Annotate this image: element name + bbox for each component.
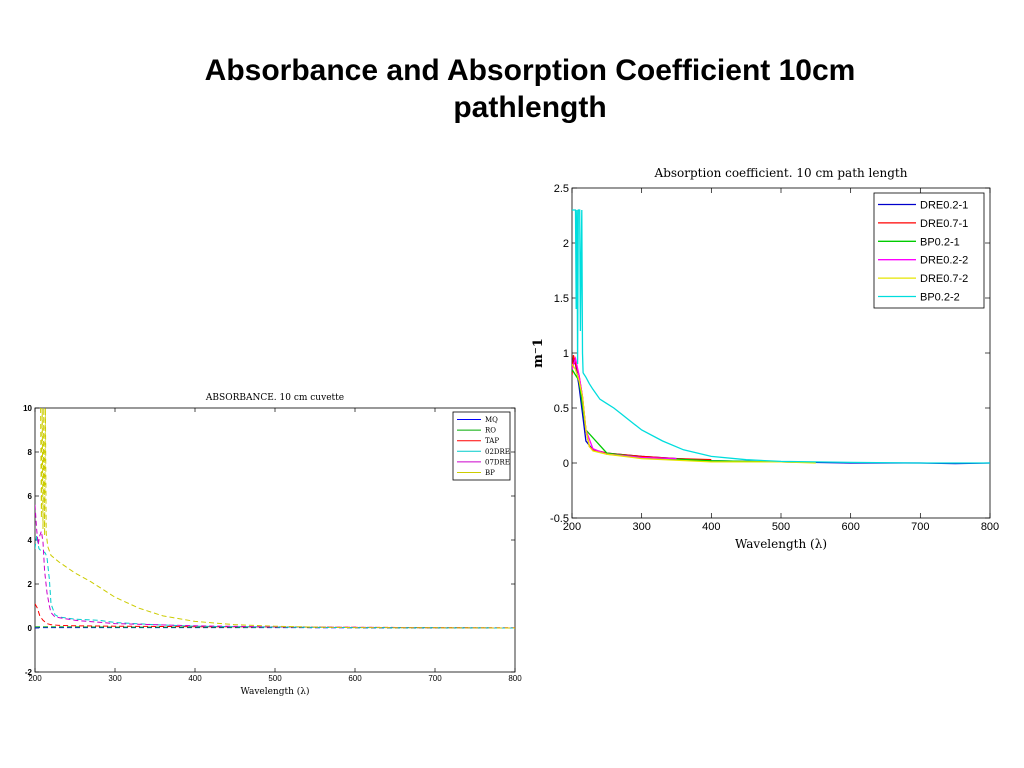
x-tick-label: 700 [911,521,929,533]
y-tick-label: -2 [25,668,33,677]
legend-entry: TAP [485,437,499,445]
x-tick-label: 800 [981,521,999,533]
x-tick-label: 300 [108,674,122,683]
y-tick-label: 4 [28,536,33,545]
slide-title: Absorbance and Absorption Coefficient 10… [60,52,1000,126]
y-tick-label: 10 [23,404,32,413]
x-tick-label: 700 [428,674,442,683]
x-tick-label: 200 [563,521,581,533]
y-tick-label: 0 [28,624,33,633]
x-tick-label: 200 [28,674,42,683]
y-tick-label: 1 [563,348,569,360]
y-tick-label: 0.5 [554,403,569,415]
x-tick-label: 400 [188,674,202,683]
legend-entry: BP0.2-1 [920,236,960,248]
legend-entry: 07DRE [485,458,510,466]
y-tick-label: -0.5 [550,513,569,525]
legend-entry: DRE0.7-1 [920,218,968,230]
series-line-07dre [35,504,515,629]
slide-title-line-1: Absorbance and Absorption Coefficient 10… [204,54,856,87]
y-tick-label: 2.5 [554,183,569,195]
legend-box [873,192,985,309]
x-tick-label: 500 [772,521,790,533]
y-axis-label: m⁻1 [531,338,546,368]
legend-entry: 02DRE [485,448,510,456]
legend-entry: MQ [485,416,498,424]
legend-box [452,411,511,481]
chart-title: Absorption coefficient. 10 cm path lengt… [654,166,908,180]
legend-entry: BP0.2-2 [920,291,960,303]
plot-area [34,407,516,673]
y-tick-label: 0 [563,458,569,470]
absorption-coefficient-chart: Absorption coefficient. 10 cm path lengt… [531,166,999,551]
x-tick-label: 800 [508,674,522,683]
series-line-bp0-2-2 [572,209,990,464]
series-line-tap [35,603,515,629]
legend-entry: RO [485,427,496,435]
legend-entry: DRE0.2-1 [920,199,968,211]
series-line-dre0-7-2 [572,363,816,464]
x-tick-label: 500 [268,674,282,683]
slide-title-line-2: pathlength [453,91,607,124]
y-tick-label: 8 [28,448,33,457]
x-axis-label: Wavelength (λ) [240,686,309,697]
y-tick-label: 2 [563,238,569,250]
x-tick-label: 600 [348,674,362,683]
x-axis-label: Wavelength (λ) [735,537,827,551]
y-tick-label: 2 [28,580,33,589]
x-tick-label: 300 [632,521,650,533]
legend-entry: DRE0.2-2 [920,255,968,267]
x-tick-label: 400 [702,521,720,533]
x-tick-label: 600 [841,521,859,533]
y-tick-label: 6 [28,492,33,501]
legend-entry: BP [485,469,495,477]
legend-entry: DRE0.7-2 [920,273,968,285]
chart-title: ABSORBANCE. 10 cm cuvette [205,393,344,403]
y-tick-label: 1.5 [554,293,569,305]
